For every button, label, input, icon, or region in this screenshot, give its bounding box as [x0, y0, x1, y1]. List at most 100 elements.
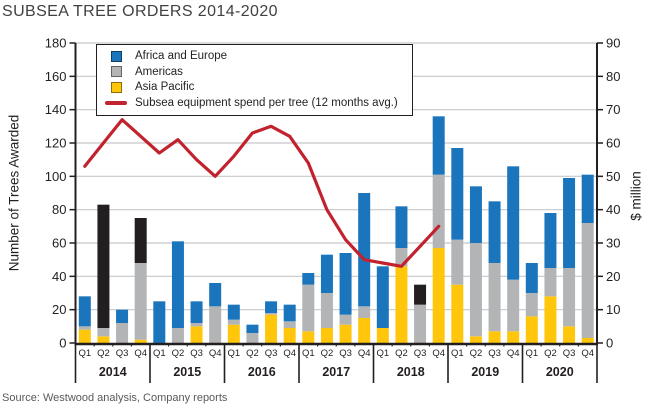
quarter-label: Q3 [339, 348, 352, 359]
bar-segment [432, 248, 445, 343]
bar-segment [134, 339, 147, 343]
bar-segment [320, 293, 333, 328]
bar-segment [525, 263, 538, 293]
bar-segment [320, 328, 333, 343]
bar-segment [209, 283, 222, 307]
bar-segment [488, 331, 501, 343]
bar-segment [283, 304, 296, 322]
quarter-label: Q2 [544, 348, 557, 359]
bar-segment [507, 331, 520, 343]
right-axis-tick-label: 20 [606, 269, 620, 284]
bar-segment [563, 326, 576, 343]
legend-label: Asia Pacific [135, 81, 195, 94]
bar-segment [116, 309, 129, 323]
bar-segment [358, 318, 371, 343]
legend-item: Subsea equipment spend per tree (12 mont… [105, 96, 398, 111]
bar-segment [78, 329, 91, 343]
year-label: 2016 [248, 365, 276, 379]
right-axis-tick-label: 70 [606, 102, 620, 117]
bar-segment [544, 213, 557, 268]
bar-segment [414, 304, 427, 343]
left-axis-tick-label: 0 [59, 336, 66, 351]
year-label: 2015 [173, 365, 201, 379]
x-axis-ticks: Q1 Q2 Q3 Q4 Q1 Q2 Q3 Q4 Q1 Q2 Q3 Q4 Q1 Q2 Q3 Q4 Q1 Q2 Q3 Q4… [74, 343, 598, 383]
quarter-label: Q2 [246, 348, 259, 359]
bar-segment [544, 296, 557, 343]
quarter-label: Q2 [172, 348, 185, 359]
source-note: Source: Westwood analysis, Company repor… [2, 392, 228, 404]
left-axis-tick-label: 120 [45, 136, 67, 151]
right-axis-tick-label: 50 [606, 169, 620, 184]
bar-segment [78, 296, 91, 327]
legend-label: Americas [135, 65, 183, 78]
bar-segment [302, 331, 315, 343]
quarter-label: Q1 [78, 348, 91, 359]
bar-segment [544, 268, 557, 297]
right-axis-tick-label: 40 [606, 202, 620, 217]
bar-segment [581, 223, 594, 338]
bar-segment [376, 328, 389, 343]
year-label: 2019 [471, 365, 499, 379]
left-axis-tick-label: 160 [45, 69, 67, 84]
bar-segment [469, 243, 482, 337]
quarter-label: Q3 [190, 348, 203, 359]
bar-segment [451, 239, 464, 285]
left-axis-tick-label: 180 [45, 36, 67, 51]
spend-per-tree-line [83, 118, 441, 268]
bar-segment [227, 319, 240, 325]
bar-segment [97, 204, 110, 328]
bar-segment [376, 266, 389, 328]
quarter-label: Q1 [376, 348, 389, 359]
bar-segment [171, 241, 184, 328]
bar-segment [488, 201, 501, 263]
quarter-label: Q4 [581, 348, 594, 359]
bar-segment [190, 301, 203, 323]
bar-segment [507, 166, 520, 280]
quarter-label: Q4 [432, 348, 445, 359]
left-axis-tick-label: 100 [45, 169, 67, 184]
bar-segment [525, 293, 538, 317]
bar-segment [227, 304, 240, 320]
bar-segment [320, 254, 333, 293]
page-title: SUBSEA TREE ORDERS 2014-2020 [2, 3, 278, 20]
bar-segment [339, 314, 352, 325]
bar-segment [432, 116, 445, 175]
legend-item: Asia Pacific [105, 80, 398, 95]
right-axis-tick-label: 10 [606, 302, 620, 317]
bar-segment [395, 266, 408, 343]
bar-segment [153, 301, 166, 343]
quarter-label: Q1 [153, 348, 166, 359]
quarter-label: Q3 [563, 348, 576, 359]
right-axis-tick-label: 90 [606, 36, 620, 51]
bar-segment [134, 218, 147, 263]
bar-segment [227, 324, 240, 343]
bar-segment [97, 336, 110, 343]
quarter-label: Q4 [283, 348, 296, 359]
bar-segment [97, 328, 110, 337]
bar-segment [246, 333, 259, 343]
right-axis-title: $ million [628, 171, 644, 221]
left-axis-tick-label: 40 [52, 269, 66, 284]
left-axis-tick-label: 80 [52, 202, 66, 217]
quarter-label: Q2 [97, 348, 110, 359]
quarter-label: Q2 [321, 348, 334, 359]
bar-segment [302, 284, 315, 332]
bar-segment [265, 313, 278, 315]
bar-segment [283, 321, 296, 328]
year-label: 2017 [322, 365, 350, 379]
bar-segment [451, 148, 464, 240]
left-axis-title: Number of Trees Awarded [6, 114, 22, 272]
bar-segment [171, 328, 184, 343]
year-label: 2014 [99, 365, 127, 379]
bar-segment [581, 338, 594, 343]
legend-square-swatch [105, 81, 127, 93]
quarter-label: Q4 [209, 348, 222, 359]
quarter-label: Q2 [395, 348, 408, 359]
bar-segment [116, 323, 129, 343]
y-axis-ticks: 1801601401201008060402009080706050403020… [45, 36, 621, 351]
bar-segment [469, 186, 482, 243]
bar-segment [563, 268, 576, 327]
quarter-label: Q4 [358, 348, 371, 359]
